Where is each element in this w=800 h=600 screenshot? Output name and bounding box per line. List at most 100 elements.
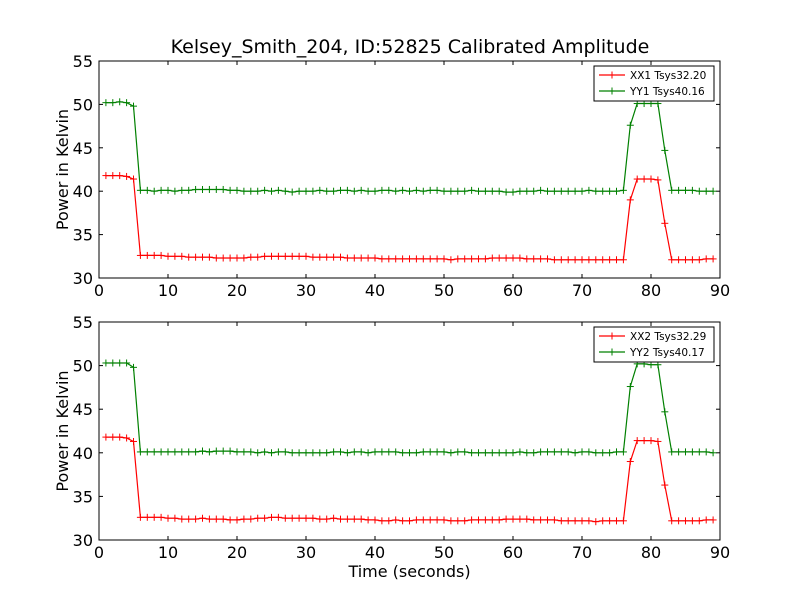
y-tick-label: 45 <box>73 139 93 158</box>
data-point <box>592 449 600 457</box>
data-point <box>544 255 551 263</box>
data-point <box>102 172 110 180</box>
data-point <box>309 514 317 522</box>
data-point <box>357 448 365 456</box>
data-point <box>240 515 248 523</box>
data-point <box>661 481 669 489</box>
data-point <box>412 255 420 263</box>
data-point <box>171 448 179 456</box>
data-point <box>585 186 593 194</box>
data-point <box>613 256 620 264</box>
data-point <box>571 517 579 525</box>
data-point <box>585 448 593 456</box>
data-point <box>592 256 600 264</box>
data-point <box>502 515 510 523</box>
data-point <box>406 517 413 525</box>
legend-box <box>593 326 715 363</box>
data-point <box>136 251 144 259</box>
data-point <box>675 448 683 456</box>
top-panel: 0 10 20 30 40 50 60 70 80 90 30 35 40 45 50 55 Power in … <box>53 52 730 300</box>
data-point <box>544 516 551 524</box>
data-point <box>364 516 372 524</box>
data-point <box>688 517 696 525</box>
data-point <box>378 517 386 525</box>
x-axis-label: Time (seconds) <box>347 562 470 581</box>
data-point <box>433 448 441 456</box>
data-point <box>385 448 393 456</box>
data-point <box>109 433 117 441</box>
data-point <box>281 448 289 456</box>
data-point <box>150 448 158 456</box>
data-point <box>530 187 538 195</box>
data-point <box>330 187 338 195</box>
data-point <box>544 187 551 195</box>
data-point <box>205 515 213 523</box>
data-point <box>447 449 455 457</box>
data-point <box>337 448 344 456</box>
data-point <box>564 187 572 195</box>
data-point <box>254 449 262 457</box>
data-point <box>578 517 586 525</box>
data-point <box>157 251 165 259</box>
data-point <box>475 449 482 457</box>
data-point <box>288 252 296 260</box>
x-tick-label: 60 <box>503 543 523 562</box>
data-point <box>557 187 565 195</box>
data-point <box>268 513 275 521</box>
data-point <box>343 254 351 262</box>
data-point <box>481 187 489 195</box>
x-tick-label: 50 <box>434 543 454 562</box>
data-point <box>695 517 703 525</box>
x-tick-label: 10 <box>158 543 178 562</box>
data-point <box>468 186 476 194</box>
chart-title: Kelsey_Smith_204, ID:52825 Calibrated Am… <box>171 36 650 58</box>
data-point <box>550 256 558 264</box>
bottom-panel: 0 10 20 30 40 50 60 70 80 90 30 35 40 45 50 55 Power in … <box>53 313 730 581</box>
data-point <box>688 256 696 264</box>
data-point <box>557 517 565 525</box>
data-point <box>378 186 386 194</box>
data-point <box>288 514 296 522</box>
data-point <box>309 449 317 457</box>
data-point <box>212 254 220 262</box>
data-point <box>619 448 627 456</box>
data-point <box>178 252 186 260</box>
data-point <box>212 447 220 455</box>
data-point <box>461 448 469 456</box>
data-point <box>488 516 496 524</box>
data-point <box>295 449 303 457</box>
data-point <box>537 448 545 456</box>
data-point <box>468 255 476 263</box>
data-point <box>192 185 200 193</box>
data-point <box>695 187 703 195</box>
data-point <box>226 516 234 524</box>
data-point <box>295 187 303 195</box>
data-point <box>516 515 524 523</box>
y-tick-label: 55 <box>73 52 93 71</box>
data-point <box>619 256 627 264</box>
y-tick-label: 35 <box>73 487 93 506</box>
legend-label: YY2 Tsys40.17 <box>629 347 705 359</box>
x-tick-label: 30 <box>296 543 316 562</box>
data-point <box>468 516 476 524</box>
y-tick-label: 40 <box>73 182 93 201</box>
x-tick-label: 10 <box>158 281 178 300</box>
data-point <box>233 448 241 456</box>
data-point <box>130 437 137 445</box>
data-point <box>468 449 476 457</box>
data-point <box>337 515 344 523</box>
data-point <box>233 186 241 194</box>
data-point <box>530 516 538 524</box>
data-point <box>585 256 593 264</box>
data-point <box>288 449 296 457</box>
legend-entry: YY1 Tsys40.16 <box>599 86 705 98</box>
data-point <box>447 256 455 264</box>
data-point <box>550 187 558 195</box>
data-point <box>702 187 710 195</box>
data-point <box>109 172 117 180</box>
data-point <box>440 448 448 456</box>
data-point <box>261 514 269 522</box>
data-point <box>268 187 275 195</box>
data-point <box>557 448 565 456</box>
data-point <box>281 252 289 260</box>
